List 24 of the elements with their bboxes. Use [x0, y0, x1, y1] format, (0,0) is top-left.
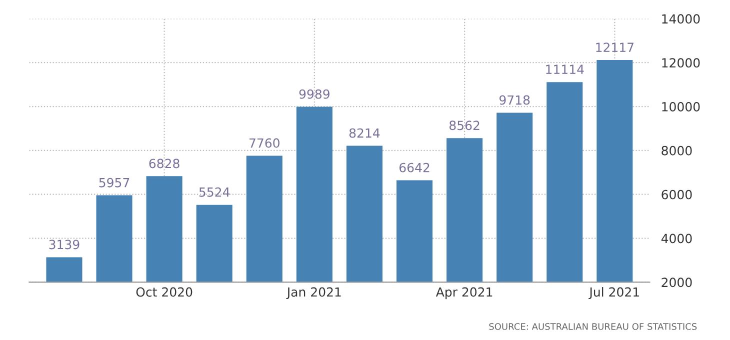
data-label: 11114	[546, 64, 584, 74]
data-label: 12117	[596, 42, 634, 52]
y-tick-label: 2000	[662, 278, 692, 288]
source-note: SOURCE: AUSTRALIAN BUREAU OF STATISTICS	[489, 323, 697, 330]
data-label: 6642	[399, 162, 430, 172]
data-label: 3139	[49, 240, 80, 250]
y-tick-label: 8000	[662, 146, 692, 156]
y-tick-label: 10000	[662, 102, 700, 112]
data-label: 5524	[199, 187, 230, 197]
data-label: 8562	[449, 120, 480, 130]
data-label: 7760	[250, 138, 280, 148]
y-tick-label: 14000	[662, 14, 700, 24]
x-tick-label: Oct 2020	[136, 287, 192, 297]
data-label: 5957	[99, 178, 130, 188]
x-tick-label: Jan 2021	[286, 287, 341, 300]
y-tick-label: 12000	[662, 58, 700, 68]
data-label: 9989	[299, 89, 330, 99]
data-label: 6828	[149, 158, 180, 168]
y-tick-label: 6000	[662, 190, 692, 200]
x-tick-label: Apr 2021	[436, 287, 492, 300]
data-label: 9718	[499, 95, 530, 105]
data-label: 8214	[349, 128, 380, 138]
y-tick-label: 4000	[661, 234, 692, 244]
x-tick-label: Jul 2021	[588, 287, 639, 300]
